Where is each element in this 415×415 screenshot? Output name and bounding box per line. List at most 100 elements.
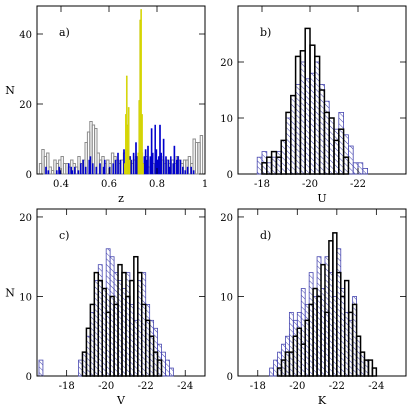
x-tick-label: -24 <box>368 381 384 392</box>
histogram-bar <box>127 107 130 175</box>
panel-d: -18 -20 -22 -24 0 10 20 Kd) <box>220 208 407 407</box>
y-tick-label: 10 <box>19 292 32 303</box>
histogram-bar <box>199 135 204 175</box>
panel-c: -18 -20 -22 -24 0 10 20 V Nc) <box>5 208 206 407</box>
series-hatched <box>269 248 369 377</box>
x-tick-label: -24 <box>177 381 193 392</box>
histogram-bar <box>269 367 274 377</box>
x-tick-label: 0.4 <box>53 179 69 190</box>
x-tick-label: -18 <box>59 381 75 392</box>
panel-a: 0.4 0.6 0.8 1 0 20 40 z Na) <box>5 5 208 205</box>
histogram-bar <box>91 163 94 175</box>
histogram-bar <box>165 156 167 175</box>
x-axis-label: U <box>317 192 326 205</box>
histogram-bar <box>160 152 163 175</box>
histogram-bar <box>159 124 161 175</box>
x-axis-label: K <box>318 394 327 407</box>
panel-b: -18 -20 -22 0 10 20 Ub) <box>220 5 407 205</box>
histogram-bar <box>123 149 125 175</box>
histogram-bar <box>71 170 74 175</box>
histogram-bar <box>99 163 101 175</box>
x-tick-label: -22 <box>350 179 366 190</box>
histogram-bar <box>119 159 122 175</box>
histogram-bar <box>338 128 345 175</box>
histogram-bar <box>156 359 163 377</box>
histogram-bar <box>371 367 378 377</box>
series-black-outline <box>81 255 163 377</box>
histogram-bar <box>128 159 131 175</box>
histogram-bar <box>151 152 154 175</box>
series-blue-fill <box>45 124 195 175</box>
histogram-bar <box>95 166 98 175</box>
y-tick-label: 0 <box>26 170 32 181</box>
series-black-outline <box>276 232 378 377</box>
y-tick-label: 40 <box>19 30 32 41</box>
y-tick-label: 20 <box>19 100 32 111</box>
histogram-bar <box>73 166 76 175</box>
histogram-bar <box>47 170 50 175</box>
histogram-bar <box>117 152 119 175</box>
histogram-bar <box>186 166 189 175</box>
x-tick-label: -20 <box>302 179 318 190</box>
histogram-bar <box>79 163 82 175</box>
histogram-bar <box>147 145 149 175</box>
histogram-bar <box>45 166 47 175</box>
x-tick-label: 1 <box>202 179 208 190</box>
panel-label: d) <box>260 229 271 242</box>
histogram-bar <box>140 9 142 175</box>
histogram-bar <box>342 156 350 175</box>
x-tick-label: -20 <box>289 381 305 392</box>
histogram-bar <box>114 159 117 175</box>
histogram-bar <box>181 166 184 175</box>
histogram-bar <box>112 163 114 175</box>
histogram-bar <box>190 166 193 175</box>
histogram-bar <box>192 170 195 175</box>
histogram-bar <box>169 156 172 175</box>
y-tick-label: 10 <box>220 114 233 125</box>
y-tick-label: 0 <box>227 170 233 181</box>
panel-label: a) <box>59 26 70 39</box>
x-axis-label: z <box>118 192 124 205</box>
histogram-bar <box>142 163 144 175</box>
y-axis-label: N <box>5 287 15 300</box>
histogram-bar <box>67 163 70 175</box>
histogram-bar <box>357 162 364 175</box>
series-yellow-fill <box>124 9 144 175</box>
histogram-bar <box>169 367 174 377</box>
histogram-bar <box>162 138 165 175</box>
y-tick-label: 20 <box>19 213 32 224</box>
histogram-bar <box>352 162 359 175</box>
panel-label: b) <box>260 26 271 39</box>
x-tick-label: -18 <box>250 381 266 392</box>
histogram-bar <box>165 359 170 377</box>
histogram-bar <box>150 128 153 175</box>
y-tick-label: 0 <box>227 372 233 383</box>
histogram-bar <box>362 167 368 175</box>
x-tick-label: -18 <box>254 179 270 190</box>
x-tick-label: -22 <box>329 381 345 392</box>
histogram-bar <box>179 159 182 175</box>
histogram-bar <box>130 159 133 175</box>
histogram-bar <box>132 152 135 175</box>
x-tick-label: 0.8 <box>149 179 165 190</box>
histogram-bar <box>89 156 92 175</box>
histogram-bar <box>173 145 176 175</box>
histogram-bar <box>56 170 58 175</box>
histogram-bar <box>141 114 143 175</box>
series-hatched <box>256 61 368 175</box>
histogram-bar <box>184 170 187 175</box>
histogram-bar <box>77 170 80 175</box>
histogram-bar <box>84 166 87 175</box>
histogram-bar <box>103 159 106 175</box>
x-tick-label: -20 <box>98 381 114 392</box>
y-tick-label: 10 <box>220 292 233 303</box>
y-tick-label: 0 <box>26 372 32 383</box>
panel-label: c) <box>59 229 69 242</box>
x-tick-label: 0.6 <box>101 179 117 190</box>
y-axis-label: N <box>5 84 15 97</box>
x-axis-label: V <box>116 394 126 407</box>
y-tick-label: 20 <box>220 58 233 69</box>
x-tick-label: -22 <box>138 381 154 392</box>
y-tick-label: 20 <box>220 213 233 224</box>
